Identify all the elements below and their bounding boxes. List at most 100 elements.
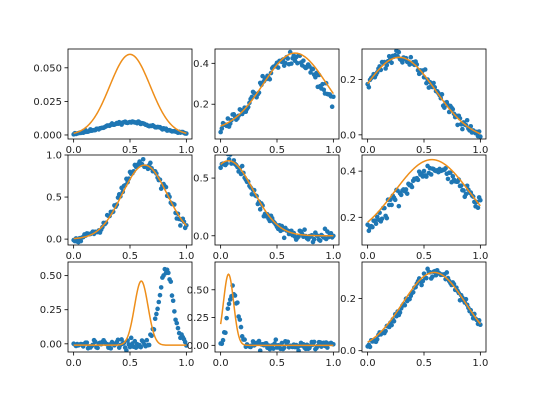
x-tick-label: 1.0 [472, 251, 488, 262]
data-point [460, 126, 465, 132]
fit-curve [220, 160, 334, 237]
x-tick-label: 1.0 [325, 358, 341, 369]
data-point [218, 165, 223, 171]
data-point [219, 126, 225, 131]
subplot-6: 0.0 0.5 1.0 0.2 0.4 [340, 154, 488, 262]
y-tick-label: 0.4 [193, 59, 209, 70]
data-point [224, 315, 229, 321]
plot-area [71, 53, 189, 137]
data-point [431, 80, 436, 86]
data-point [271, 346, 276, 351]
data-point [84, 340, 90, 345]
data-point [124, 348, 129, 352]
data-point [325, 345, 330, 350]
y-tick-label: 0.2 [340, 75, 356, 86]
subplot-3: 0.0 0.5 1.0 0.0 0.2 [340, 48, 488, 156]
data-point [158, 285, 164, 290]
plot-area [71, 156, 189, 245]
x-tick-label: 0.0 [213, 145, 229, 156]
data-point [450, 173, 456, 179]
x-tick-label: 0.0 [66, 358, 82, 369]
y-tick-label: 0.25 [40, 305, 62, 316]
data-point [311, 339, 317, 345]
data-point [145, 166, 151, 172]
data-point [242, 337, 247, 342]
data-point [384, 215, 390, 221]
data-point [249, 192, 255, 197]
data-point [397, 310, 403, 315]
data-point [78, 238, 84, 244]
data-point [223, 330, 228, 336]
x-tick-label: 0.5 [122, 251, 138, 262]
x-tick-label: 1.0 [472, 145, 488, 156]
data-point [428, 172, 434, 177]
data-point [439, 92, 445, 97]
data-point [146, 342, 152, 348]
data-point [239, 163, 245, 169]
data-point [296, 348, 301, 352]
x-tick-label: 0.0 [66, 145, 82, 156]
data-point [389, 322, 394, 328]
data-point [374, 336, 380, 342]
y-tick-label: 0.0 [46, 235, 62, 246]
y-tick-label: 0.25 [187, 313, 209, 324]
data-point [445, 176, 451, 182]
y-tick-label: 0.00 [187, 341, 209, 352]
data-point [295, 60, 300, 66]
data-point [237, 317, 243, 322]
data-point [144, 337, 150, 343]
data-point [402, 302, 408, 308]
data-point [285, 339, 291, 345]
data-point [175, 325, 181, 331]
data-point [421, 168, 427, 174]
subplot-2: 0.0 0.5 1.0 0.2 0.4 [193, 48, 341, 156]
y-tick-label: 0.050 [33, 63, 62, 74]
y-tick-label: 0.0 [340, 130, 356, 141]
data-point [119, 337, 124, 342]
data-point [232, 293, 238, 298]
data-point [455, 122, 460, 128]
data-point [281, 345, 287, 351]
data-point [313, 74, 318, 80]
data-point [329, 104, 335, 109]
data-point [400, 60, 405, 65]
data-point [430, 274, 435, 280]
data-point [138, 344, 144, 350]
fit-curve [73, 164, 187, 240]
data-point [285, 56, 291, 61]
data-point [281, 235, 287, 241]
plot-area [365, 266, 483, 350]
data-point [257, 207, 263, 212]
y-tick-label: 0.0 [193, 231, 209, 242]
data-point [448, 170, 453, 175]
data-point [366, 85, 372, 90]
data-point [279, 340, 285, 346]
x-tick-label: 0.0 [360, 145, 376, 156]
x-tick-label: 0.5 [122, 145, 138, 156]
fit-curve [220, 52, 334, 127]
data-point [273, 337, 279, 342]
data-point [370, 224, 375, 230]
data-point [383, 328, 388, 334]
data-point [389, 202, 394, 208]
data-point [267, 76, 273, 82]
data-point [408, 54, 414, 60]
data-point [256, 338, 262, 344]
x-tick-label: 1.0 [325, 251, 341, 262]
data-point [238, 324, 244, 330]
data-point [404, 191, 410, 196]
data-point [155, 306, 160, 312]
data-point [424, 174, 429, 179]
data-point [95, 345, 100, 351]
plot-area [218, 49, 336, 135]
data-point [219, 341, 225, 347]
subplot-4: 0.0 0.5 1.0 0.0 0.5 1.0 [46, 151, 194, 263]
x-tick-label: 1.0 [472, 358, 488, 369]
data-point [148, 160, 153, 166]
x-tick-label: 0.0 [360, 251, 376, 262]
data-point [108, 346, 114, 351]
y-tick-label: 0.025 [33, 97, 62, 108]
data-point [225, 306, 231, 311]
x-tick-label: 0.5 [416, 145, 432, 156]
data-point [296, 234, 301, 239]
